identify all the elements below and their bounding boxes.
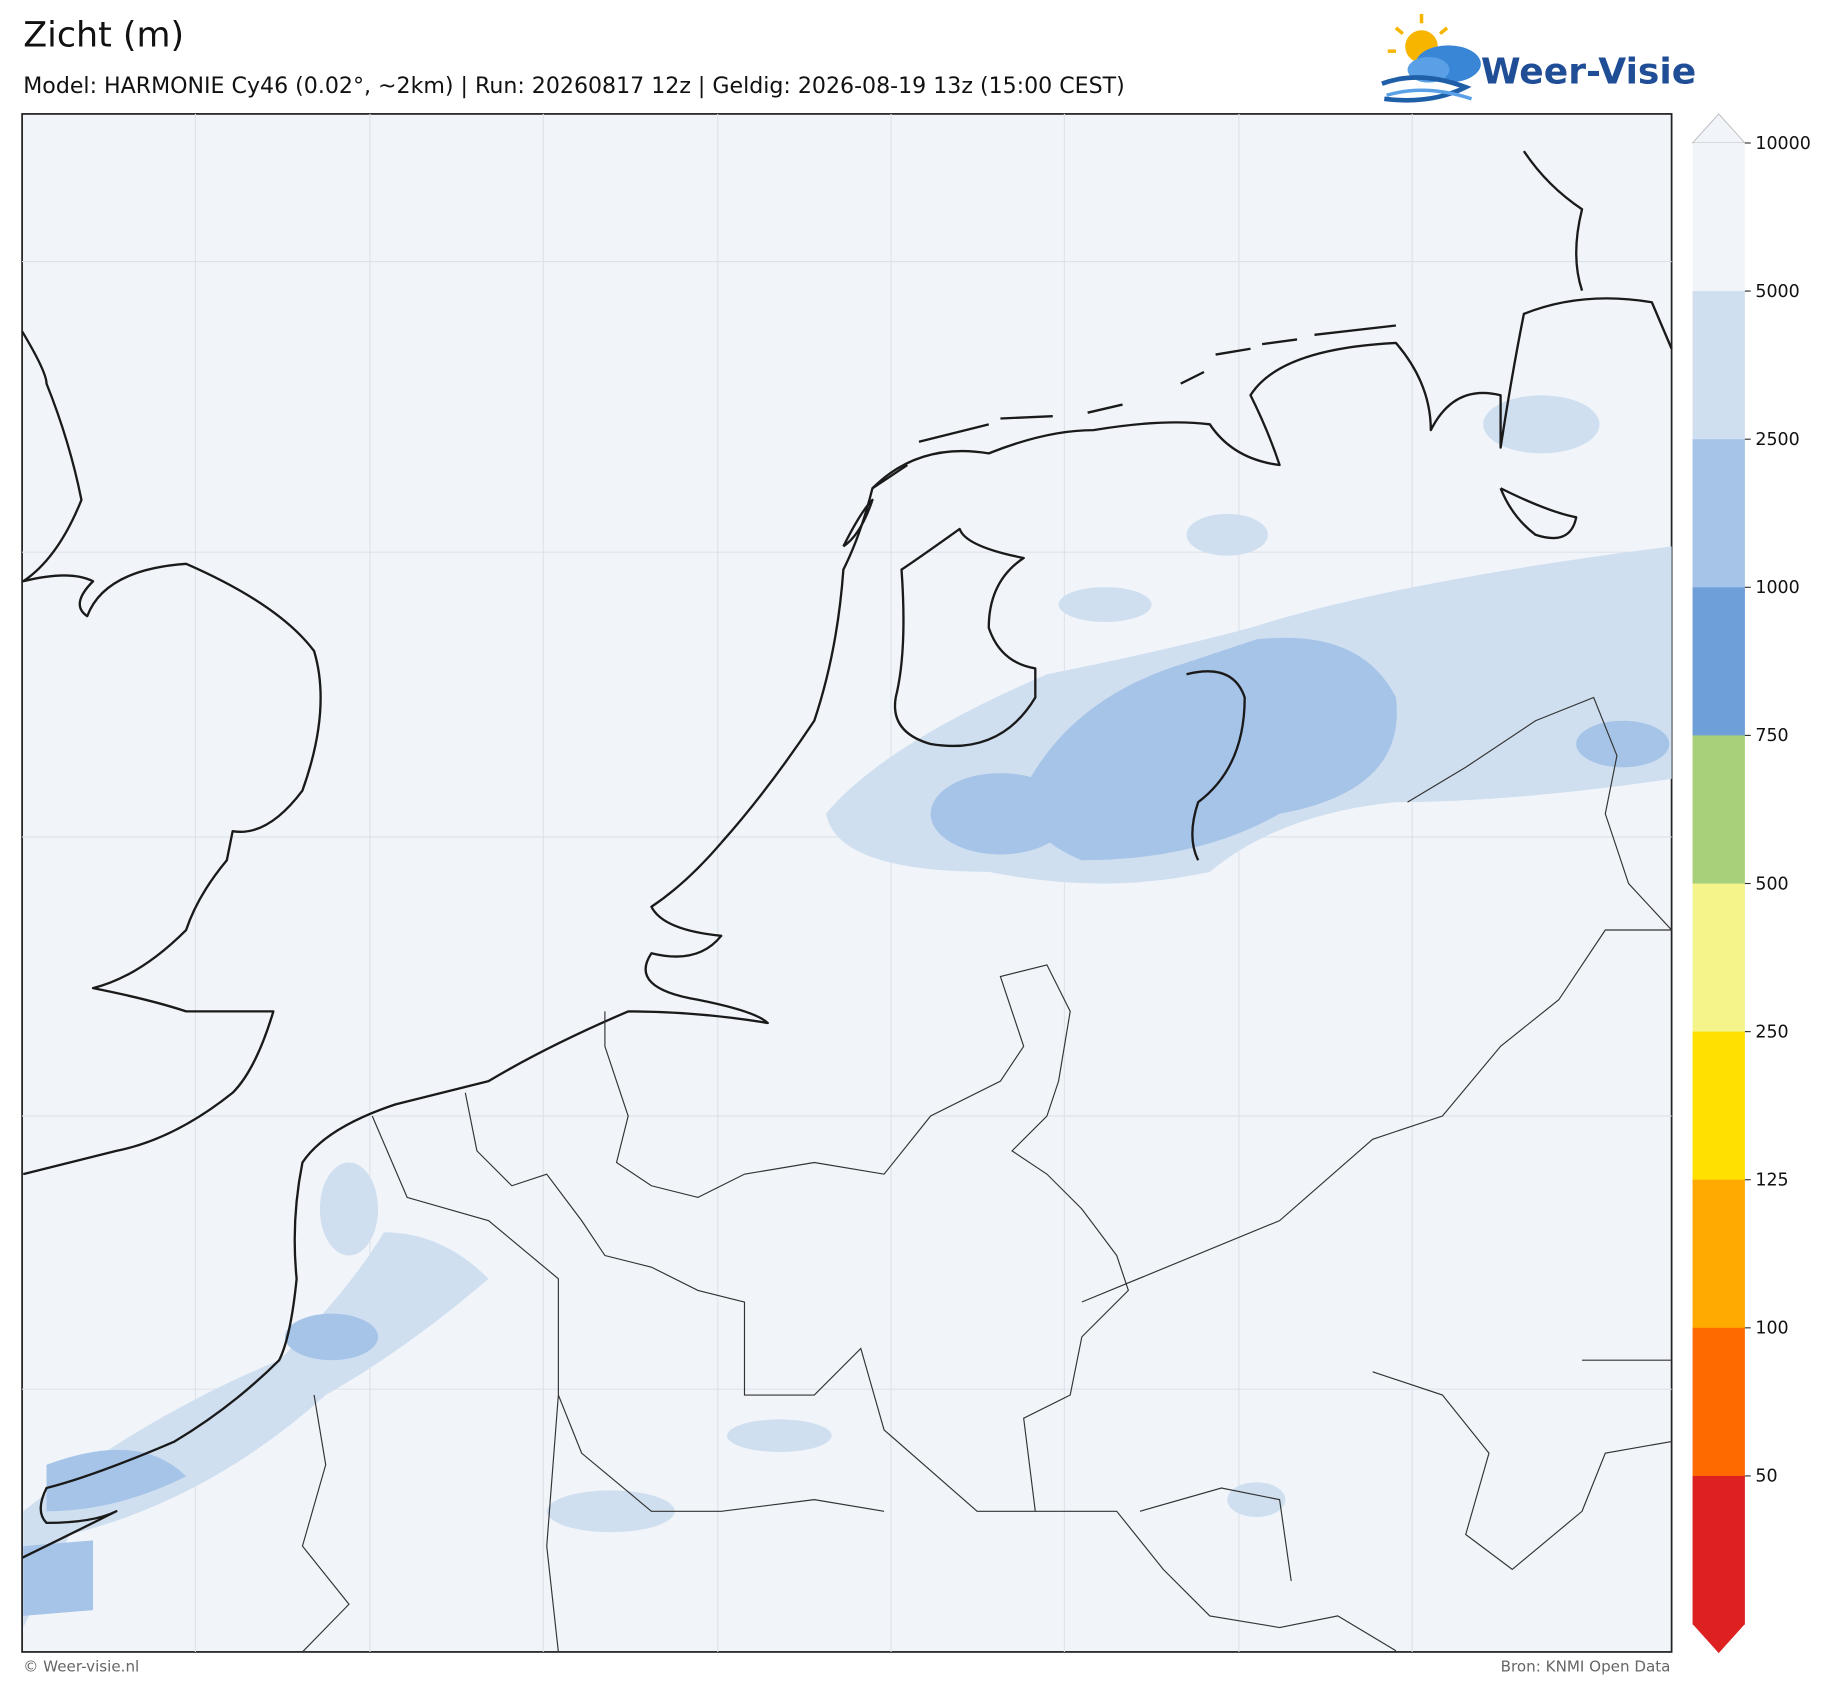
- logo-text: Weer-Visie: [1481, 52, 1696, 93]
- colorbar-band: [1692, 142, 1745, 292]
- colorbar-tick-label: 5000: [1755, 282, 1799, 302]
- title: Zicht (m): [23, 16, 184, 56]
- colorbar-tick-label: 50: [1755, 1467, 1777, 1487]
- colorbar-band: [1692, 1327, 1745, 1477]
- colorbar-tick-label: 1000: [1755, 578, 1799, 598]
- colorbar-tick-label: 500: [1755, 874, 1788, 894]
- colorbar-tick-label: 2500: [1755, 430, 1799, 450]
- colorbar-tick-label: 100: [1755, 1319, 1788, 1339]
- colorbar-band: [1692, 735, 1745, 885]
- colorbar-tick-label: 125: [1755, 1171, 1788, 1191]
- colorbar-band: [1692, 1179, 1745, 1329]
- colorbar-extend-top: [1691, 113, 1746, 144]
- coastlines: [21, 150, 1673, 1559]
- borders: [301, 696, 1673, 1653]
- colorbar-tick-label: 10000: [1755, 134, 1811, 154]
- map: [21, 113, 1673, 1653]
- footer-right: Bron: KNMI Open Data: [1501, 1658, 1671, 1676]
- logo: Weer-Visie: [1381, 13, 1696, 103]
- subtitle: Model: HARMONIE Cy46 (0.02°, ~2km) | Run…: [23, 73, 1124, 99]
- colorbar: 10000 5000 2500 1000 750 500 250 125 100 50: [1691, 113, 1811, 1654]
- visibility-fields: [23, 395, 1672, 1628]
- colorbar-band: [1692, 291, 1745, 440]
- colorbar-extend-bottom: [1692, 1624, 1745, 1654]
- colorbar-band: [1692, 439, 1745, 588]
- colorbar-band: [1692, 587, 1745, 736]
- footer-left: © Weer-visie.nl: [23, 1658, 139, 1676]
- colorbar-band: [1692, 1475, 1745, 1625]
- colorbar-tick-label: 750: [1755, 726, 1788, 746]
- colorbar-tick-label: 250: [1755, 1022, 1788, 1042]
- colorbar-band: [1692, 883, 1745, 1033]
- colorbar-band: [1692, 1031, 1745, 1181]
